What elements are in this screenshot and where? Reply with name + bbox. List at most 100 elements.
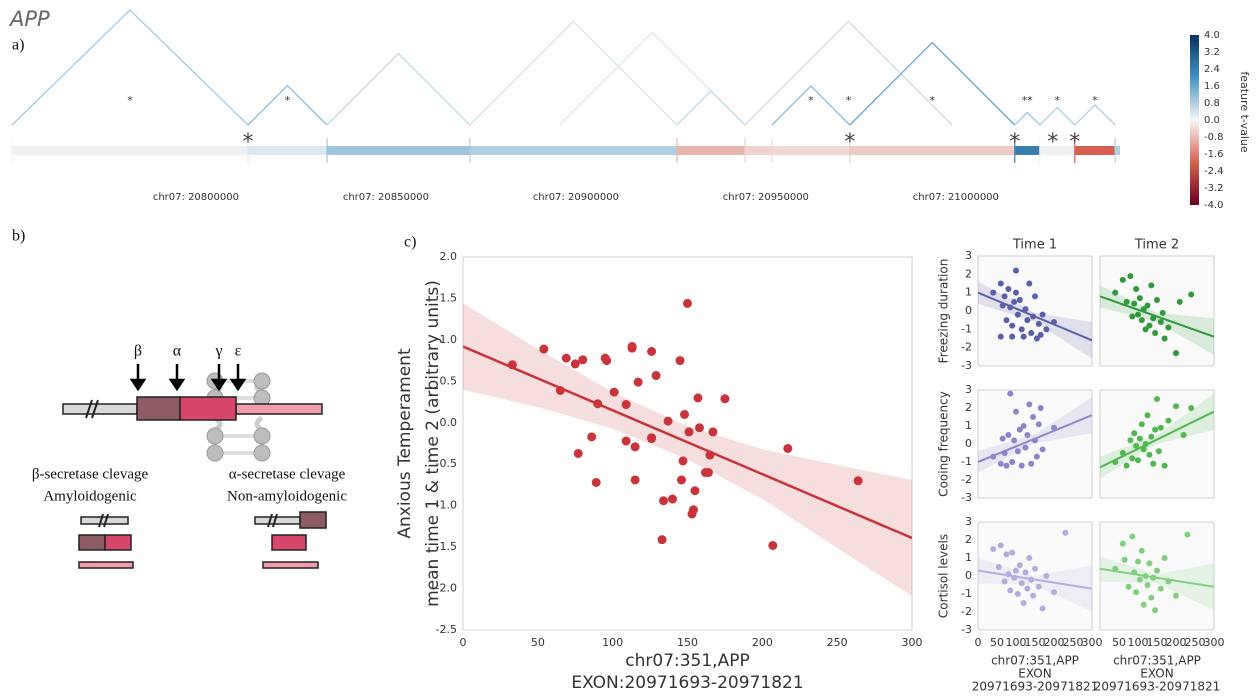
y-tick-label: 1.0 [440, 333, 458, 346]
colorbar-tick-label: -3.2 [1204, 183, 1224, 194]
junction-label: ** [1022, 94, 1034, 107]
data-point [1043, 326, 1050, 333]
data-point [1030, 414, 1037, 420]
junction-label: * [127, 94, 133, 107]
data-point [1161, 462, 1168, 469]
y-tick-label: 2 [965, 267, 972, 280]
plot-layer [978, 529, 1092, 612]
y-axis-label: Anxious Temperament [395, 348, 415, 539]
data-point [1148, 594, 1155, 601]
data-point [1127, 273, 1134, 280]
x-tick-label: chr07: 21000000 [913, 192, 999, 203]
x-tick-label: 200 [1166, 636, 1187, 649]
data-point [1152, 330, 1159, 336]
data-point [1014, 591, 1021, 597]
y-tick-label: -2.5 [436, 623, 457, 636]
x-axis-label: chr07:351,APP [1113, 654, 1201, 668]
data-point [1144, 412, 1151, 419]
junction-label: * [846, 94, 852, 107]
x-tick-label: 50 [531, 636, 545, 649]
data-point [1144, 302, 1151, 309]
data-point [647, 434, 657, 444]
data-point [630, 475, 640, 485]
data-point [1144, 582, 1151, 588]
confidence-band [978, 558, 1092, 612]
data-point [1020, 423, 1027, 429]
x-tick-label: 0 [460, 636, 467, 649]
data-point [990, 289, 997, 296]
data-point [1007, 587, 1014, 594]
data-point [1005, 432, 1012, 438]
data-point [768, 540, 778, 550]
data-point [1140, 601, 1147, 608]
data-point [1016, 297, 1023, 303]
y-tick-label: -1.0 [436, 499, 457, 512]
junction-arc [326, 52, 471, 126]
data-point [1024, 585, 1031, 592]
data-point [1125, 583, 1132, 590]
x-tick-label: 250 [827, 636, 848, 649]
y-tick-label: 2 [965, 401, 972, 414]
exon-segment [744, 146, 772, 155]
data-point [1148, 433, 1155, 440]
x-axis-label: EXON:20971693-20971821 [571, 673, 803, 693]
x-tick-label: 300 [1204, 636, 1225, 649]
data-point [1173, 350, 1179, 357]
exon-segment [676, 146, 745, 155]
data-point [1133, 286, 1140, 292]
x-tick-label: 150 [677, 636, 698, 649]
x-axis-label: EXON [1018, 667, 1051, 681]
colorbar-tick-label: 1.6 [1204, 81, 1220, 92]
x-tick-label: 300 [1082, 636, 1103, 649]
y-tick-label: 1 [965, 551, 972, 564]
data-point [1011, 437, 1018, 444]
site-label: α [173, 343, 182, 360]
y-axis-label: Cortisol levels [937, 534, 951, 618]
x-tick-label: 50 [1112, 636, 1126, 649]
junction-arc [849, 41, 1016, 126]
plot-area [977, 255, 1093, 367]
x-tick-label: 100 [602, 636, 623, 649]
x-tick-label: chr07: 20950000 [723, 192, 809, 203]
data-point [659, 496, 669, 506]
data-point [720, 394, 730, 404]
y-tick-label: -2 [961, 341, 972, 354]
junction-arc [676, 90, 746, 126]
data-point [1028, 330, 1035, 336]
x-tick-label: chr07: 20850000 [343, 192, 429, 203]
data-point [1173, 592, 1179, 599]
exon-segment [469, 146, 677, 155]
plot-layer [978, 267, 1092, 359]
data-point [602, 356, 612, 366]
data-point [1135, 457, 1141, 464]
significance-marker: * [1047, 130, 1058, 155]
colorbar [1190, 35, 1199, 205]
data-point [647, 346, 657, 356]
data-point [651, 371, 661, 381]
data-point [1146, 560, 1153, 567]
data-point [1013, 289, 1019, 296]
junction-arc [469, 20, 678, 126]
data-point [1150, 460, 1157, 467]
data-point [1157, 424, 1164, 431]
cleavage-arrows [129, 364, 247, 392]
exon-segment [1115, 146, 1120, 155]
data-point [1161, 555, 1168, 561]
panel-label: c) [404, 234, 416, 251]
y-tick-label: -1.5 [436, 540, 457, 553]
data-point [1129, 313, 1136, 320]
y-tick-label: 0.0 [440, 416, 458, 429]
data-point [1188, 405, 1195, 411]
data-point [621, 400, 631, 410]
plot-layer [1100, 273, 1214, 357]
plot-area [1099, 389, 1215, 499]
data-point [1032, 565, 1038, 572]
x-tick-label: 50 [990, 636, 1004, 649]
data-point [687, 509, 697, 519]
data-point [675, 356, 685, 366]
exon-segment [12, 146, 248, 155]
data-point [1037, 331, 1044, 338]
x-tick-label: chr07: 20800000 [153, 192, 239, 203]
data-point [1131, 430, 1138, 437]
